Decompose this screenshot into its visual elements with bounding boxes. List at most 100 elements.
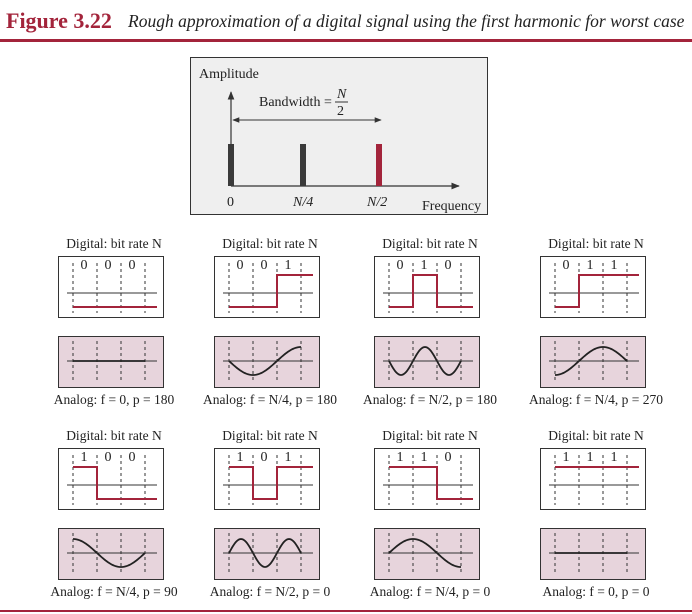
digital-waveform-svg (223, 455, 313, 505)
spectrum-svg: Amplitude Bandwidth = N 2 0 N/4 N/2 Freq… (199, 67, 481, 214)
bit-value: 0 (444, 258, 452, 273)
analog-label: Analog: f = N/4, p = 0 (369, 584, 491, 599)
bit-value: 0 (104, 258, 112, 273)
digital-label: Digital: bit rate N (382, 428, 478, 443)
header-rule (0, 39, 692, 42)
figure-label: Figure 3.22 (6, 8, 112, 33)
digital-waveform-svg (549, 455, 639, 505)
analog-waveform-svg (383, 533, 473, 575)
bit-value: 1 (586, 258, 594, 273)
bit-value: 1 (80, 450, 88, 465)
digital-label: Digital: bit rate N (66, 428, 162, 443)
digital-signal-box (214, 448, 320, 510)
bit-value: 1 (586, 450, 594, 465)
bit-value: 0 (562, 258, 570, 273)
analog-signal-box (214, 528, 320, 580)
analog-waveform-svg (223, 533, 313, 575)
digital-signal-box (214, 256, 320, 318)
spectrum-diagram: Amplitude Bandwidth = N 2 0 N/4 N/2 Freq… (190, 57, 488, 215)
digital-waveform (229, 274, 313, 308)
bit-labels: 1 1 0 (374, 450, 480, 468)
analog-waveform (388, 346, 462, 376)
bit-labels: 1 0 0 (58, 450, 164, 468)
digital-label: Digital: bit rate N (548, 236, 644, 251)
digital-waveform (389, 466, 473, 500)
analog-signal-box (214, 336, 320, 388)
bit-value: 1 (284, 450, 292, 465)
digital-waveform-svg (549, 263, 639, 313)
bit-labels: 0 0 0 (58, 258, 164, 276)
analog-label: Analog: f = N/4, p = 270 (528, 392, 664, 407)
analog-signal-box (374, 528, 480, 580)
digital-label: Digital: bit rate N (66, 236, 162, 251)
bit-value: 1 (610, 258, 618, 273)
analog-signal-box (374, 336, 480, 388)
signal-panel: Digital: bit rate N 0 0 1 Analog: f = N/4, p… (188, 236, 352, 407)
analog-signal-box (58, 528, 164, 580)
tick-n2: N/2 (366, 195, 387, 210)
analog-label: Analog: f = N/4, p = 90 (50, 584, 178, 599)
digital-waveform (389, 274, 473, 308)
digital-waveform (229, 466, 313, 500)
digital-signal-box (540, 448, 646, 510)
digital-label: Digital: bit rate N (222, 236, 318, 251)
signal-panel: Digital: bit rate N 0 1 0 Analog: f = N/2, p… (348, 236, 512, 407)
bit-labels: 0 1 1 (540, 258, 646, 276)
digital-waveform-svg (383, 455, 473, 505)
analog-label: Analog: f = 0, p = 0 (542, 584, 650, 599)
digital-waveform (73, 466, 157, 500)
figure-caption: Rough approximation of a digital signal … (128, 11, 685, 31)
bit-value: 1 (420, 450, 428, 465)
analog-label: Analog: f = N/4, p = 180 (202, 392, 338, 407)
analog-label: Analog: f = N/2, p = 180 (362, 392, 498, 407)
analog-waveform-svg (383, 341, 473, 383)
digital-signal-box (374, 448, 480, 510)
digital-signal-box (58, 448, 164, 510)
analog-waveform (554, 346, 628, 376)
bandwidth-numerator: N (336, 87, 347, 102)
analog-signal-box (540, 336, 646, 388)
bit-labels: 1 0 1 (214, 450, 320, 468)
amplitude-label: Amplitude (199, 67, 259, 82)
analog-waveform-svg (549, 341, 639, 383)
signal-panel: Digital: bit rate N 1 1 0 Analog: f = N/4, p… (348, 428, 512, 599)
bit-value: 1 (420, 258, 428, 273)
digital-waveform (555, 274, 639, 308)
bit-value: 1 (562, 450, 570, 465)
bit-value: 1 (236, 450, 244, 465)
bit-value: 0 (128, 450, 136, 465)
figure-header: Figure 3.22 Rough approximation of a dig… (0, 0, 692, 42)
spectrum-bar-0 (228, 144, 234, 186)
analog-label: Analog: f = 0, p = 180 (53, 392, 175, 407)
digital-signal-box (374, 256, 480, 318)
bit-labels: 0 1 0 (374, 258, 480, 276)
bit-labels: 1 1 1 (540, 450, 646, 468)
digital-signal-box (540, 256, 646, 318)
digital-label: Digital: bit rate N (382, 236, 478, 251)
bit-value: 0 (260, 258, 268, 273)
analog-signal-box (540, 528, 646, 580)
analog-waveform-svg (223, 341, 313, 383)
bit-value: 0 (236, 258, 244, 273)
analog-waveform (228, 538, 302, 568)
bottom-rule (0, 610, 692, 612)
bit-value: 0 (128, 258, 136, 273)
signal-panel: Digital: bit rate N 1 0 1 Analog: f = N/2, p… (188, 428, 352, 599)
bit-value: 0 (80, 258, 88, 273)
bit-labels: 0 0 1 (214, 258, 320, 276)
analog-waveform-svg (67, 533, 157, 575)
bit-value: 0 (444, 450, 452, 465)
digital-waveform-svg (383, 263, 473, 313)
analog-waveform (72, 538, 146, 568)
analog-waveform-svg (549, 533, 639, 575)
spectrum-bar-n2 (376, 144, 382, 186)
analog-waveform-svg (67, 341, 157, 383)
bit-value: 1 (610, 450, 618, 465)
signal-panel: Digital: bit rate N 0 1 1 Analog: f = N/4, p… (514, 236, 678, 407)
spectrum-bar-n4 (300, 144, 306, 186)
bit-value: 0 (260, 450, 268, 465)
signal-panel: Digital: bit rate N 1 0 0 Analog: f = N/4, p… (32, 428, 196, 599)
digital-label: Digital: bit rate N (222, 428, 318, 443)
digital-signal-box (58, 256, 164, 318)
digital-label: Digital: bit rate N (548, 428, 644, 443)
